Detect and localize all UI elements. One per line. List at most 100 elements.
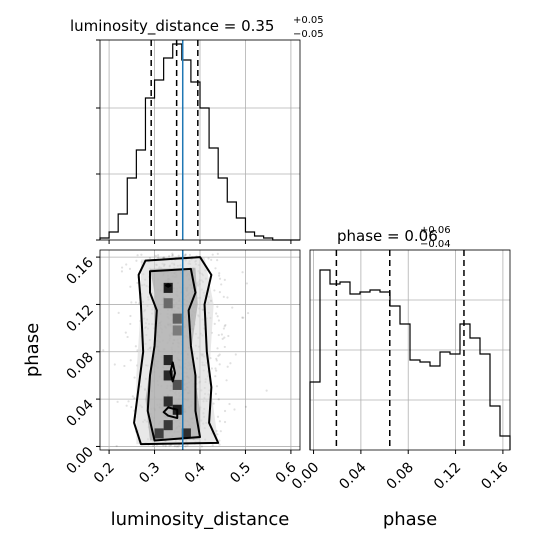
sample-point (226, 296, 229, 299)
density-cell-4 (163, 355, 173, 366)
sample-point (124, 331, 127, 334)
sample-point (130, 405, 133, 409)
contour-outer (133, 256, 220, 446)
sample-point (218, 439, 221, 442)
sample-point (217, 333, 220, 337)
sample-point (217, 354, 220, 357)
sample-point (214, 367, 217, 370)
sample-point (221, 337, 224, 340)
sample-point (223, 325, 226, 328)
phase-marginal-panel: 0.00 0.04 0.08 0.12 0.16 (289, 249, 512, 493)
y-tick-label-phase-3: 0.12 (63, 302, 96, 335)
sample-point (217, 398, 220, 401)
contour-inner (164, 283, 172, 288)
sample-point (128, 267, 132, 270)
x-axis-label-dist: luminosity_distance (111, 509, 290, 530)
y-tick-label-phase-0: 0.00 (63, 444, 96, 477)
sample-point (207, 257, 210, 260)
sample-point (211, 253, 214, 256)
y-tick-label-phase-4: 0.16 (63, 255, 96, 288)
title-minus-phase: −0.04 (420, 239, 451, 250)
sample-point (218, 443, 221, 446)
sample-point (223, 336, 226, 339)
sample-point (223, 278, 226, 281)
sample-point (215, 369, 218, 372)
sample-point (223, 409, 227, 413)
y-axis-label-phase: phase (22, 323, 43, 377)
x-tick-label-dist-0: 0.2 (91, 460, 118, 487)
sample-point (217, 319, 221, 322)
sample-point (162, 444, 165, 447)
sample-point (134, 301, 137, 304)
sample-point (214, 267, 217, 270)
x-tick-label-dist-1: 0.3 (136, 460, 163, 487)
histogram-step-phase (309, 269, 511, 450)
density-cell-7 (163, 396, 173, 407)
sample-point (171, 252, 174, 255)
sample-point (213, 289, 216, 292)
y-tick-label-phase-1: 0.04 (63, 397, 96, 430)
sample-point (216, 259, 219, 262)
x-tick-label-phase-4: 0.16 (478, 459, 511, 492)
sample-point (246, 311, 250, 315)
sample-point (211, 444, 214, 447)
sample-point (218, 420, 221, 423)
x-tick-label-phase-3: 0.12 (431, 460, 464, 493)
sample-point (217, 274, 221, 277)
sample-point (184, 445, 187, 448)
sample-point (134, 345, 137, 348)
sample-point (125, 404, 128, 407)
sample-point (233, 408, 236, 411)
sample-point (186, 444, 189, 447)
sample-point (218, 272, 221, 275)
sample-point (133, 396, 136, 400)
sample-point (115, 444, 118, 448)
density-cell-1 (163, 298, 173, 309)
sample-point (133, 376, 136, 379)
luminosity-distance-marginal-panel (96, 39, 301, 244)
sample-point (154, 254, 157, 257)
sample-point (129, 285, 132, 288)
sample-point (216, 415, 220, 418)
sample-point (136, 281, 139, 285)
sample-point (216, 305, 219, 308)
x-tick-label-dist-3: 0.5 (227, 460, 254, 487)
sample-point (241, 316, 244, 319)
frame-right (309, 249, 511, 451)
sample-point (113, 363, 116, 366)
sample-point (188, 253, 192, 257)
sample-point (129, 359, 132, 362)
sample-point (162, 256, 166, 259)
sample-point (229, 362, 232, 365)
sample-point (210, 367, 213, 370)
title-plus-phase: +0.06 (420, 225, 451, 236)
sample-point (135, 259, 138, 262)
title-text-phase: phase = 0.06 (337, 227, 438, 245)
sample-point (218, 363, 221, 366)
sample-point (130, 301, 133, 304)
sample-point (177, 445, 180, 448)
histogram-step-dist (99, 43, 300, 241)
title-text-dist: luminosity_distance = 0.35 (70, 17, 274, 36)
sample-point (120, 270, 124, 273)
contour-mid (146, 267, 201, 442)
sample-point (218, 290, 221, 294)
sample-point (215, 359, 218, 362)
x-tick-label-phase-0: 0.00 (289, 460, 322, 493)
title-minus-dist: −0.05 (293, 29, 324, 40)
sample-point (223, 345, 226, 349)
sample-point (148, 256, 152, 260)
sample-point (116, 400, 119, 403)
sample-point (242, 316, 245, 319)
sample-point (157, 254, 160, 257)
sample-point (210, 258, 213, 261)
sample-point (216, 252, 219, 256)
density-cell-5 (163, 370, 173, 381)
sample-point (152, 444, 155, 448)
x-tick-label-dist-2: 0.4 (182, 459, 209, 486)
sample-point (136, 254, 139, 257)
title-luminosity-distance: luminosity_distance = 0.35 +0.05 −0.05 (70, 15, 324, 40)
sample-point (168, 444, 171, 447)
sample-point (228, 402, 231, 406)
